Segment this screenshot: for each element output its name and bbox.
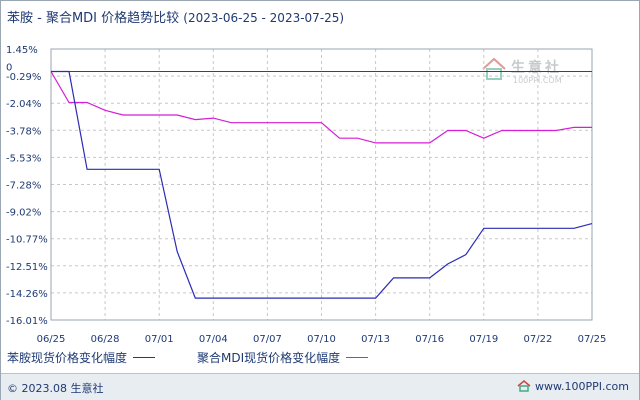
footer-bar: © 2023.08 生意社 www.100PPI.com [1,373,639,400]
footer-logo-icon [517,380,531,392]
line-chart: 1.45% -0.29% -2.04% -3.78% -5.53% -7.28% -9.02… [6,45,606,345]
legend-swatch-series-2 [346,357,369,358]
x-tick-label: 07/16 [415,334,444,345]
axes [50,48,593,321]
series-line-1 [51,70,593,299]
grid-lines [50,48,593,321]
y-tick-label: -14.26% [6,289,48,300]
chart-title: 苯胺 - 聚合MDI 价格趋势比较 (2023-06-25 - 2023-07-… [7,7,344,26]
site-url-link[interactable]: www.100PPI.com [535,380,629,393]
y-tick-label: -3.78% [6,126,41,137]
chart-legend: 苯胺现货价格变化幅度 聚合MDI现货价格变化幅度 [1,349,640,367]
y-tick-label: -5.53% [6,153,41,164]
x-tick-label: 07/25 [578,334,607,345]
chart-title-range: (2023-06-25 - 2023-07-25) [183,11,345,25]
watermark-url: 100PPI.COM [513,76,562,85]
legend-label-series-2: 聚合MDI现货价格变化幅度 [197,351,341,365]
x-tick-label: 07/10 [307,334,336,345]
copyright-text: © 2023.08 生意社 [7,382,104,395]
zero-label: 0 [6,63,12,74]
x-tick-label: 07/04 [199,334,228,345]
house-logo-icon [482,57,506,80]
legend-item-series-1: 苯胺现货价格变化幅度 [7,349,156,366]
y-tick-label: -12.51% [6,262,48,273]
legend-swatch-series-1 [133,357,156,358]
legend-item-series-2: 聚合MDI现货价格变化幅度 [197,349,369,366]
series-line-2 [50,71,592,144]
plot-border [50,48,593,321]
y-tick-label: -9.02% [6,208,41,219]
x-tick-label: 07/22 [523,334,552,345]
x-tick-label: 07/19 [469,334,498,345]
x-tick-label: 06/25 [37,334,66,345]
y-tick-label: -2.04% [6,99,41,110]
y-tick-label: -16.01% [6,316,48,327]
y-tick-label: -10.77% [6,235,48,246]
x-tick-label: 07/01 [145,334,174,345]
tick-labels: 1.45% -0.29% -2.04% -3.78% -5.53% -7.28% -9.02… [6,45,606,345]
x-tick-label: 07/07 [253,334,282,345]
x-tick-label: 07/13 [361,334,390,345]
y-tick-label: -7.28% [6,181,41,192]
y-tick-label: -0.29% [6,72,41,83]
y-tick-label: 1.45% [6,45,38,56]
series-lines [50,70,593,299]
legend-label-series-1: 苯胺现货价格变化幅度 [7,351,128,365]
x-tick-label: 06/28 [91,334,120,345]
chart-title-main: 苯胺 - 聚合MDI 价格趋势比较 [7,11,180,26]
